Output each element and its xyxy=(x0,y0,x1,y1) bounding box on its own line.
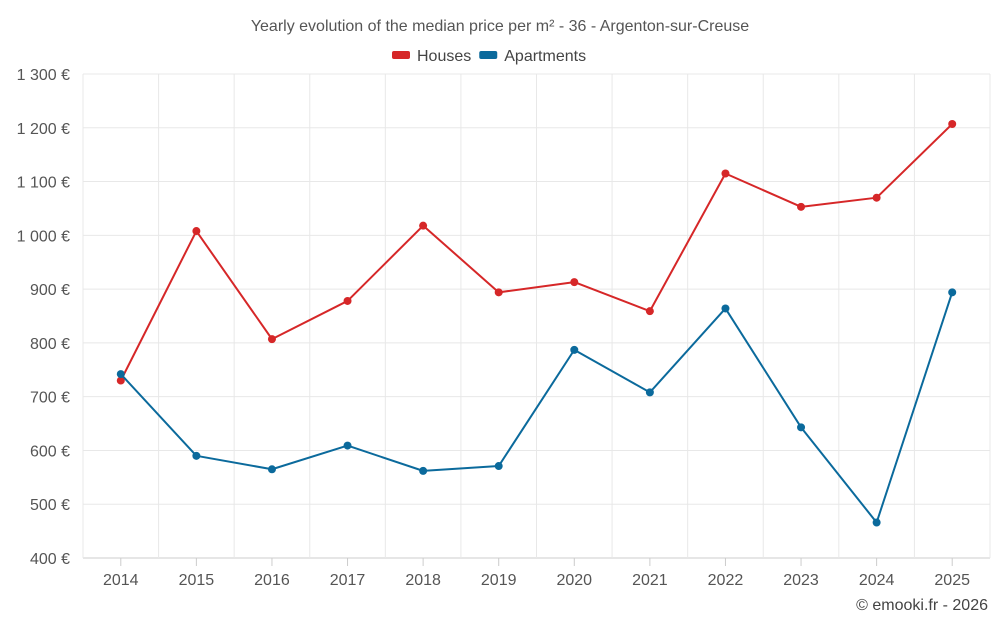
y-tick-label: 500 € xyxy=(30,497,70,514)
x-tick-label: 2024 xyxy=(859,572,895,589)
x-tick-label: 2016 xyxy=(254,572,290,589)
data-point-houses[interactable] xyxy=(570,278,579,287)
data-point-houses[interactable] xyxy=(645,307,654,316)
data-point-apartments[interactable] xyxy=(797,423,806,432)
series-line-houses xyxy=(119,123,953,381)
x-tick-label: 2020 xyxy=(556,572,592,589)
data-point-houses[interactable] xyxy=(872,193,881,202)
y-tick-label: 600 € xyxy=(30,443,70,460)
grid xyxy=(82,73,991,559)
x-tick-label: 2014 xyxy=(103,572,139,589)
x-tick-label: 2018 xyxy=(405,572,441,589)
legend-item-apartments[interactable]: Apartments xyxy=(479,48,586,65)
y-tick-label: 400 € xyxy=(30,551,70,568)
data-point-apartments[interactable] xyxy=(192,451,201,460)
x-tick-label: 2015 xyxy=(179,572,215,589)
data-point-apartments[interactable] xyxy=(116,370,125,379)
y-tick-label: 1 200 € xyxy=(17,121,70,138)
legend-swatch-apartments xyxy=(479,51,498,59)
y-tick-label: 800 € xyxy=(30,336,70,353)
series-layer xyxy=(116,120,957,527)
data-point-houses[interactable] xyxy=(419,221,428,230)
data-point-houses[interactable] xyxy=(721,169,730,178)
credit-text: © emooki.fr - 2026 xyxy=(856,597,988,614)
x-tick-label: 2017 xyxy=(330,572,366,589)
legend-item-houses[interactable]: Houses xyxy=(392,48,471,65)
y-tick-label: 900 € xyxy=(30,282,70,299)
y-axis: 400 € 500 € 600 € 700 € 800 € 900 € 1 000 € 1 1… xyxy=(17,67,70,568)
x-tick-label: 2019 xyxy=(481,572,517,589)
x-tick-label: 2022 xyxy=(708,572,744,589)
y-tick-label: 1 100 € xyxy=(17,175,70,192)
legend: Houses Apartments xyxy=(392,48,586,65)
data-point-apartments[interactable] xyxy=(721,304,730,313)
data-point-houses[interactable] xyxy=(192,227,201,236)
data-point-apartments[interactable] xyxy=(267,465,276,474)
data-point-apartments[interactable] xyxy=(494,462,503,471)
data-point-apartments[interactable] xyxy=(419,466,428,475)
data-point-houses[interactable] xyxy=(797,202,806,211)
data-point-apartments[interactable] xyxy=(645,388,654,397)
y-tick-label: 1 000 € xyxy=(17,228,70,245)
data-point-houses[interactable] xyxy=(948,120,957,129)
y-tick-label: 1 300 € xyxy=(17,67,70,84)
y-tick-label: 700 € xyxy=(30,390,70,407)
legend-label-houses: Houses xyxy=(417,48,471,65)
data-point-houses[interactable] xyxy=(116,376,125,385)
data-point-apartments[interactable] xyxy=(872,518,881,527)
legend-swatch-houses xyxy=(392,51,410,59)
x-tick-label: 2021 xyxy=(632,572,668,589)
series-line-apartments xyxy=(120,292,954,524)
chart-title: Yearly evolution of the median price per… xyxy=(251,18,749,35)
series-apartments xyxy=(116,288,957,527)
x-tick-label: 2025 xyxy=(934,572,970,589)
data-point-houses[interactable] xyxy=(267,335,276,344)
data-point-apartments[interactable] xyxy=(343,441,352,450)
data-point-apartments[interactable] xyxy=(948,288,957,297)
data-point-apartments[interactable] xyxy=(570,345,579,354)
x-tick-label: 2023 xyxy=(783,572,819,589)
legend-label-apartments: Apartments xyxy=(504,48,586,65)
data-point-houses[interactable] xyxy=(343,296,352,305)
x-axis: 2014 2015 2016 2017 2018 2019 2020 2021 2022 2023… xyxy=(103,558,970,589)
series-houses xyxy=(116,120,957,385)
data-point-houses[interactable] xyxy=(494,288,503,297)
